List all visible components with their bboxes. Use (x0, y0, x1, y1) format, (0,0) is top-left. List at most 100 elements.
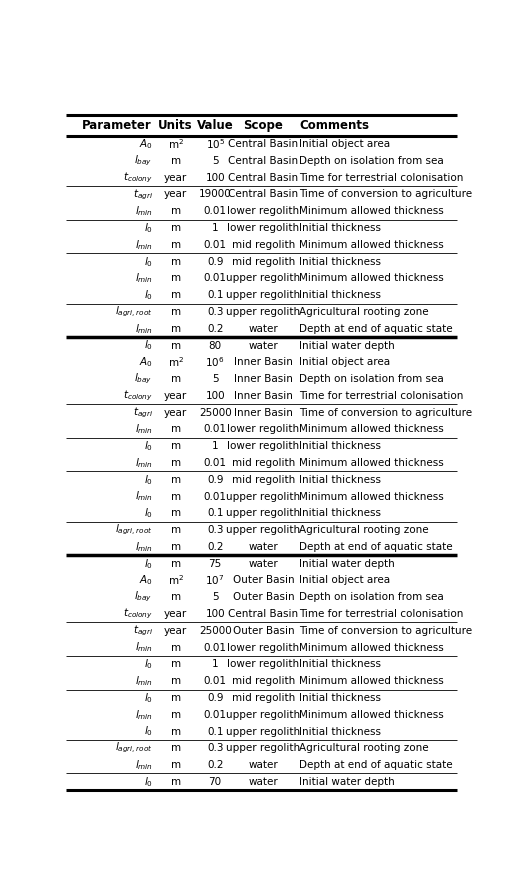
Text: Minimum allowed thickness: Minimum allowed thickness (298, 458, 443, 468)
Text: Initial thickness: Initial thickness (298, 509, 380, 519)
Text: m: m (170, 257, 180, 266)
Text: 0.1: 0.1 (207, 509, 223, 519)
Text: 80: 80 (208, 340, 221, 350)
Text: 1: 1 (211, 223, 218, 233)
Text: Initial thickness: Initial thickness (298, 475, 380, 485)
Text: $l_{min}$: $l_{min}$ (134, 707, 152, 722)
Text: 0.1: 0.1 (207, 726, 223, 737)
Text: $l_0$: $l_0$ (144, 557, 152, 570)
Text: $A_0$: $A_0$ (138, 356, 152, 369)
Text: 1: 1 (211, 441, 218, 451)
Text: 0.9: 0.9 (207, 475, 223, 485)
Text: m: m (170, 492, 180, 502)
Text: 0.2: 0.2 (207, 323, 223, 334)
Text: m: m (170, 726, 180, 737)
Text: 0.9: 0.9 (207, 693, 223, 703)
Text: lower regolith: lower regolith (227, 206, 299, 217)
Text: Time for terrestrial colonisation: Time for terrestrial colonisation (298, 173, 462, 183)
Text: 0.2: 0.2 (207, 542, 223, 552)
Text: Inner Basin: Inner Basin (234, 374, 292, 384)
Text: Agricultural rooting zone: Agricultural rooting zone (298, 743, 428, 753)
Text: m: m (170, 659, 180, 669)
Text: m: m (170, 374, 180, 384)
Text: Central Basin: Central Basin (228, 139, 298, 149)
Text: Initial thickness: Initial thickness (298, 441, 380, 451)
Text: Outer Basin: Outer Basin (232, 593, 294, 602)
Text: Initial thickness: Initial thickness (298, 290, 380, 300)
Text: Parameter: Parameter (82, 119, 152, 132)
Text: 1: 1 (211, 659, 218, 669)
Text: Initial object area: Initial object area (298, 357, 389, 367)
Text: 70: 70 (208, 777, 221, 787)
Text: m: m (170, 274, 180, 283)
Text: year: year (164, 190, 187, 200)
Text: m: m (170, 743, 180, 753)
Text: m: m (170, 777, 180, 787)
Text: 0.9: 0.9 (207, 257, 223, 266)
Text: $l_{agri,root}$: $l_{agri,root}$ (115, 523, 152, 537)
Text: $l_0$: $l_0$ (144, 775, 152, 789)
Text: Depth at end of aquatic state: Depth at end of aquatic state (298, 542, 451, 552)
Text: m: m (170, 693, 180, 703)
Text: Minimum allowed thickness: Minimum allowed thickness (298, 240, 443, 249)
Text: 100: 100 (205, 391, 224, 401)
Text: lower regolith: lower regolith (227, 642, 299, 652)
Text: $l_{min}$: $l_{min}$ (134, 322, 152, 336)
Text: Initial thickness: Initial thickness (298, 257, 380, 266)
Text: m: m (170, 760, 180, 770)
Text: Central Basin: Central Basin (228, 173, 298, 183)
Text: mid regolith: mid regolith (231, 693, 294, 703)
Text: Outer Basin: Outer Basin (232, 576, 294, 585)
Text: Time of conversion to agriculture: Time of conversion to agriculture (298, 408, 471, 418)
Text: Initial water depth: Initial water depth (298, 777, 394, 787)
Text: m: m (170, 593, 180, 602)
Text: $l_{min}$: $l_{min}$ (134, 204, 152, 218)
Text: Depth at end of aquatic state: Depth at end of aquatic state (298, 760, 451, 770)
Text: $l_{bay}$: $l_{bay}$ (134, 154, 152, 168)
Text: Time for terrestrial colonisation: Time for terrestrial colonisation (298, 609, 462, 619)
Text: $l_{min}$: $l_{min}$ (134, 540, 152, 554)
Text: $l_{agri,root}$: $l_{agri,root}$ (115, 305, 152, 319)
Text: 100: 100 (205, 609, 224, 619)
Text: $10^6$: $10^6$ (205, 356, 224, 369)
Text: Initial thickness: Initial thickness (298, 726, 380, 737)
Text: $l_{min}$: $l_{min}$ (134, 490, 152, 503)
Text: 75: 75 (208, 559, 221, 568)
Text: m: m (170, 307, 180, 317)
Text: m: m (170, 223, 180, 233)
Text: m: m (170, 542, 180, 552)
Text: water: water (248, 559, 278, 568)
Text: $l_{min}$: $l_{min}$ (134, 674, 152, 688)
Text: $A_0$: $A_0$ (138, 137, 152, 151)
Text: year: year (164, 625, 187, 636)
Text: m$^2$: m$^2$ (167, 574, 183, 587)
Text: year: year (164, 408, 187, 418)
Text: 0.01: 0.01 (203, 458, 226, 468)
Text: 0.01: 0.01 (203, 710, 226, 720)
Text: m: m (170, 323, 180, 334)
Text: upper regolith: upper regolith (226, 710, 300, 720)
Text: Initial water depth: Initial water depth (298, 559, 394, 568)
Text: $l_0$: $l_0$ (144, 691, 152, 705)
Text: Time for terrestrial colonisation: Time for terrestrial colonisation (298, 391, 462, 401)
Text: m: m (170, 441, 180, 451)
Text: m: m (170, 340, 180, 350)
Text: m: m (170, 525, 180, 535)
Text: Scope: Scope (243, 119, 282, 132)
Text: m: m (170, 290, 180, 300)
Text: Inner Basin: Inner Basin (234, 357, 292, 367)
Text: mid regolith: mid regolith (231, 458, 294, 468)
Text: $l_{min}$: $l_{min}$ (134, 422, 152, 437)
Text: upper regolith: upper regolith (226, 743, 300, 753)
Text: Initial thickness: Initial thickness (298, 223, 380, 233)
Text: m: m (170, 509, 180, 519)
Text: mid regolith: mid regolith (231, 240, 294, 249)
Text: $10^5$: $10^5$ (205, 137, 224, 151)
Text: 0.01: 0.01 (203, 240, 226, 249)
Text: upper regolith: upper regolith (226, 307, 300, 317)
Text: Central Basin: Central Basin (228, 190, 298, 200)
Text: Comments: Comments (298, 119, 368, 132)
Text: upper regolith: upper regolith (226, 509, 300, 519)
Text: m: m (170, 642, 180, 652)
Text: $l_{min}$: $l_{min}$ (134, 238, 152, 252)
